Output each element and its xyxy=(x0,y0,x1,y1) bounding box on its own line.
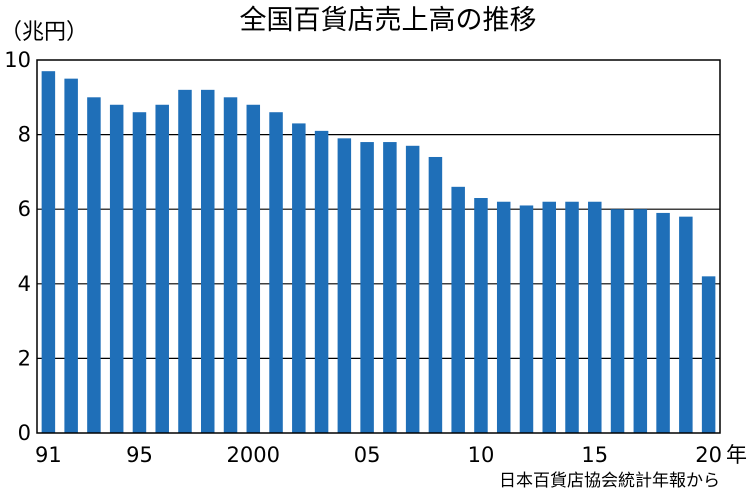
bar-2000 xyxy=(246,104,261,433)
bar-2004 xyxy=(337,138,352,433)
bar-2017 xyxy=(633,209,648,433)
bar-2015 xyxy=(588,201,602,433)
x-tick-label: 20 xyxy=(695,443,722,467)
bar-2019 xyxy=(679,216,693,433)
bar-1999 xyxy=(223,97,238,434)
bar-1996 xyxy=(155,104,169,433)
bar-1995 xyxy=(132,112,147,433)
x-tick-label: 91 xyxy=(35,443,62,467)
bar-2005 xyxy=(360,142,374,433)
x-axis-ticks: 91 95 2000 05 10 15 20 xyxy=(35,443,722,467)
y-tick-label: 6 xyxy=(18,197,31,221)
x-tick-label: 2000 xyxy=(227,443,280,467)
y-tick-label: 10 xyxy=(4,48,31,72)
x-tick-label: 95 xyxy=(126,443,153,467)
bar-1993 xyxy=(87,97,101,434)
gridlines xyxy=(37,134,720,359)
bar-2006 xyxy=(383,142,397,433)
y-tick-label: 0 xyxy=(18,421,31,445)
bar-2016 xyxy=(610,209,625,433)
bar-2008 xyxy=(428,156,443,434)
bar-2010 xyxy=(474,198,488,433)
bar-2009 xyxy=(451,186,465,433)
bar-1997 xyxy=(178,89,192,433)
bar-2007 xyxy=(405,145,420,434)
x-tick-label: 10 xyxy=(468,443,495,467)
bar-2003 xyxy=(314,130,329,433)
bar-2014 xyxy=(565,201,579,433)
y-tick-label: 8 xyxy=(18,123,31,147)
plot-frame xyxy=(36,59,721,434)
x-tick-label: 15 xyxy=(581,443,608,467)
bar-1992 xyxy=(64,78,78,434)
chart-title: 全国百貨店売上高の推移 xyxy=(240,5,537,36)
bar-2020 xyxy=(701,276,716,433)
x-tick-label: 05 xyxy=(354,443,381,467)
y-tick-label: 2 xyxy=(18,346,31,370)
bar-1991 xyxy=(41,71,56,433)
y-axis-unit-label: （兆円） xyxy=(0,20,88,45)
bar-1998 xyxy=(201,89,215,433)
x-axis-unit-label: 年 xyxy=(726,443,747,467)
bar-2013 xyxy=(542,201,556,433)
bar-2001 xyxy=(269,112,283,433)
bar-1994 xyxy=(109,104,124,433)
source-note: 日本百貨店協会統計年報から xyxy=(499,471,720,491)
bar-series xyxy=(41,71,716,434)
y-tick-label: 4 xyxy=(18,272,31,296)
bar-2018 xyxy=(656,212,670,433)
bar-2002 xyxy=(292,123,306,433)
bar-2011 xyxy=(496,201,511,433)
bar-2012 xyxy=(519,205,534,433)
y-axis-ticks: 0 2 4 6 8 10 xyxy=(4,48,31,445)
